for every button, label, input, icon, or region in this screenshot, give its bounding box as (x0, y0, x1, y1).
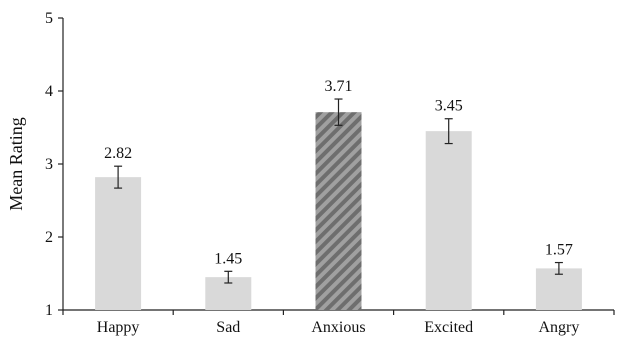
y-tick-label: 5 (45, 10, 53, 27)
value-label: 2.82 (104, 145, 132, 162)
value-label: 3.45 (435, 98, 463, 115)
value-label: 1.45 (214, 250, 242, 267)
bar-angry (535, 268, 582, 310)
category-label: Excited (424, 319, 473, 336)
y-tick-label: 1 (45, 302, 53, 319)
y-tick-label: 4 (45, 83, 53, 100)
bar-excited (425, 131, 472, 310)
category-label: Anxious (311, 319, 365, 336)
value-label: 3.71 (325, 78, 353, 95)
bar-anxious (315, 112, 362, 310)
y-tick-label: 2 (45, 229, 53, 246)
category-label: Sad (216, 319, 240, 336)
bars (95, 98, 582, 310)
category-label: Angry (538, 319, 579, 336)
labels: Mean Rating 2.82 Happy 1.45 Sad 3.71 Anxious 3.… (6, 78, 579, 336)
axes: 1 2 3 4 5 (45, 10, 615, 319)
value-label: 1.57 (545, 242, 573, 259)
y-axis-label: Mean Rating (6, 117, 26, 210)
y-tick-label: 3 (45, 156, 53, 173)
category-label: Happy (97, 319, 140, 336)
bar-happy (95, 177, 142, 310)
